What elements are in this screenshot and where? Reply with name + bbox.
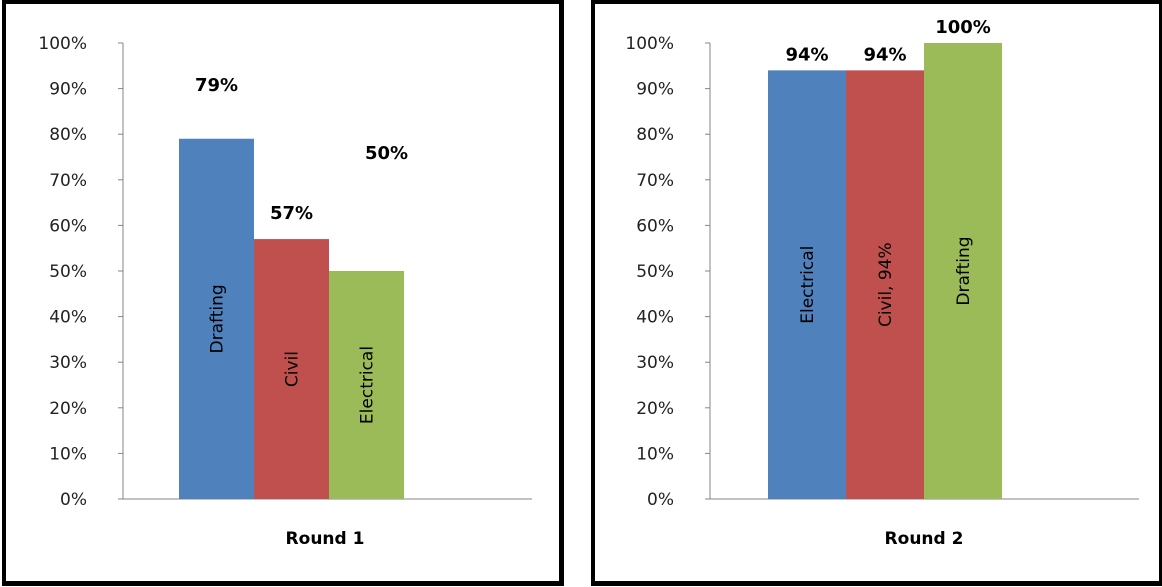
bar-label: Drafting xyxy=(954,236,974,305)
chart-round-1: 0% 10% 20% 30% 40% 50% 60% 70% 80% 90% 100% 79% Draf… xyxy=(38,34,532,549)
data-label: 57% xyxy=(270,203,313,224)
y-tick-label: 100% xyxy=(625,34,674,54)
chart-panel-round-2: 0% 10% 20% 30% 40% 50% 60% 70% 80% 90% 100% 94% Elec… xyxy=(591,0,1162,586)
y-tick-label: 50% xyxy=(49,262,87,282)
y-tick-label: 80% xyxy=(49,125,87,145)
y-tick-label: 0% xyxy=(647,490,674,510)
data-label: 100% xyxy=(935,17,991,38)
bar-civil xyxy=(254,239,329,499)
y-tick-label: 50% xyxy=(636,262,674,282)
bar-label: Electrical xyxy=(798,246,818,324)
y-tick-label: 90% xyxy=(49,80,87,100)
y-tick-label: 70% xyxy=(636,171,674,191)
x-category-label: Round 1 xyxy=(286,529,365,549)
y-tick-label: 30% xyxy=(636,353,674,373)
bar-label: Civil xyxy=(283,351,303,387)
x-category-label: Round 2 xyxy=(885,529,964,549)
y-tick-label: 20% xyxy=(636,399,674,419)
bar-drafting xyxy=(179,138,254,499)
y-tick-label: 0% xyxy=(60,490,87,510)
y-tick-label: 100% xyxy=(38,34,87,54)
bar-label: Electrical xyxy=(358,346,378,424)
y-tick-label: 10% xyxy=(636,444,674,464)
y-tick-label: 40% xyxy=(49,308,87,328)
y-tick-label: 70% xyxy=(49,171,87,191)
data-label: 94% xyxy=(785,44,828,65)
y-tick-label: 90% xyxy=(636,80,674,100)
chart-panel-round-1: 0% 10% 20% 30% 40% 50% 60% 70% 80% 90% 100% 79% Draf… xyxy=(2,0,564,586)
y-tick-label: 80% xyxy=(636,125,674,145)
y-tick-label: 30% xyxy=(49,353,87,373)
bar-label: Drafting xyxy=(208,284,228,353)
data-label: 50% xyxy=(365,143,408,164)
y-tick-label: 40% xyxy=(636,308,674,328)
bar-electrical xyxy=(329,271,404,499)
data-label: 94% xyxy=(863,44,906,65)
y-tick-label: 20% xyxy=(49,399,87,419)
bar-electrical xyxy=(768,70,846,500)
bar-civil xyxy=(846,70,924,500)
y-tick-label: 60% xyxy=(636,216,674,236)
bar-drafting xyxy=(924,43,1002,499)
y-tick-label: 60% xyxy=(49,216,87,236)
data-label: 79% xyxy=(195,75,238,96)
chart-round-2: 0% 10% 20% 30% 40% 50% 60% 70% 80% 90% 100% 94% Elec… xyxy=(625,17,1139,549)
bar-label: Civil, 94% xyxy=(876,242,896,327)
y-tick-label: 10% xyxy=(49,444,87,464)
